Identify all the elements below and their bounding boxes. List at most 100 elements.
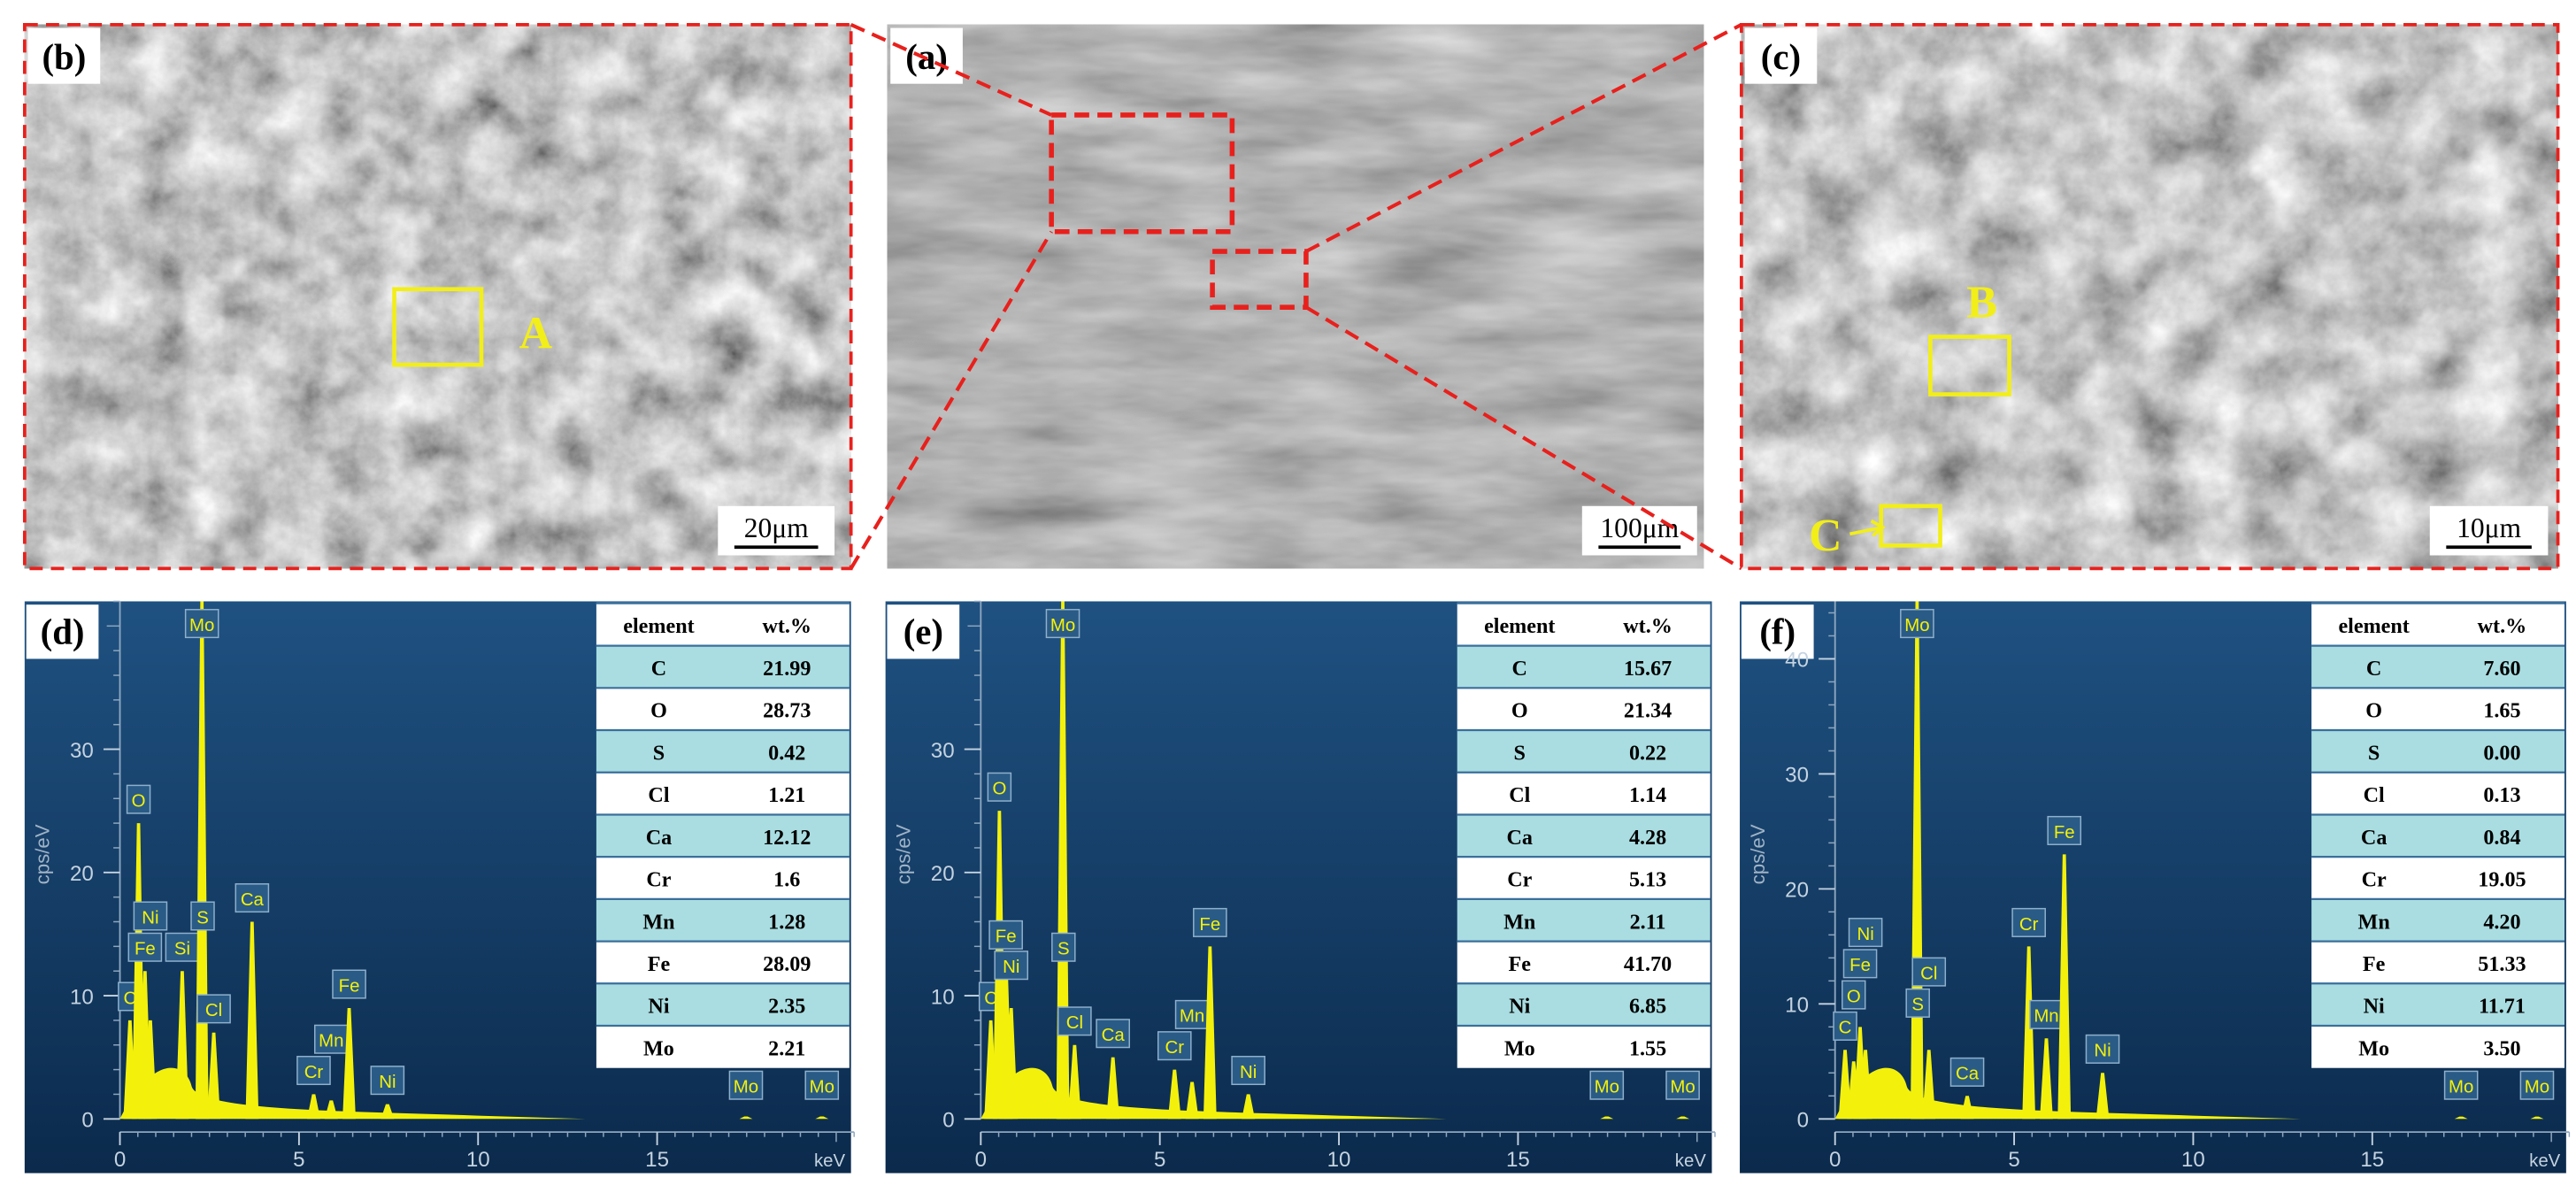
spectrum-peak: [2057, 854, 2072, 1120]
table-cell: Cl: [1509, 783, 1530, 807]
table-row-bg: [596, 898, 850, 942]
spectrum-peak: [1067, 1044, 1081, 1120]
table-cell: 1.21: [768, 783, 805, 807]
table-header: wt.%: [2478, 614, 2527, 638]
peak-label-box: [1231, 1055, 1265, 1086]
spectrum-peak: [1203, 946, 1217, 1120]
panel-label-box: [890, 27, 963, 84]
panel-label-box: [26, 604, 99, 659]
table-row-bg: [2311, 857, 2564, 899]
zoom-box: [1049, 112, 1235, 235]
peak-label-box: [988, 920, 1023, 950]
peak-label: Ca: [1956, 1065, 1980, 1084]
y-tick-label: 20: [1785, 879, 1809, 903]
peak-label-box: [2085, 1034, 2120, 1064]
peak-label: C: [984, 989, 997, 1008]
table-cell: 7.60: [2483, 657, 2520, 681]
peak-label: Mo: [734, 1078, 758, 1097]
table-row-bg: [2311, 941, 2564, 984]
table-cell: C: [2366, 657, 2381, 681]
table-row-bg: [1457, 772, 1711, 815]
spectrum-peak: [1004, 1007, 1019, 1120]
table-cell: 28.73: [763, 699, 811, 723]
peak-label-box: [235, 883, 270, 913]
sem-image: [24, 24, 851, 569]
table-row-bg: [2311, 645, 2564, 689]
spectrum-peak: [1600, 1116, 1614, 1120]
spectrum-peak: [1676, 1116, 1690, 1120]
table-cell: Ca: [646, 826, 673, 850]
table-row-bg: [596, 941, 850, 984]
y-axis-label: cps/eV: [1747, 824, 1769, 884]
table-row-bg: [2311, 898, 2564, 942]
panel-label: (e): [904, 612, 943, 652]
spectrum-peak: [307, 1094, 320, 1120]
table-cell: 2.11: [1630, 910, 1666, 934]
table-cell: Fe: [1509, 952, 1532, 976]
x-axis-label: keV: [2529, 1151, 2561, 1171]
region-arrow: [1849, 519, 1886, 537]
table-cell: Mn: [1503, 910, 1536, 934]
y-tick-label: 20: [70, 862, 94, 886]
table-cell: 11.71: [2479, 995, 2526, 1019]
spectrum-peak: [175, 971, 189, 1120]
table-cell: 2.21: [768, 1036, 805, 1060]
table-cell: Ni: [648, 995, 669, 1019]
spectrum-peak: [1911, 1027, 1925, 1120]
spectrum-peak: [1057, 971, 1071, 1120]
peak-label: Cr: [2019, 915, 2039, 935]
spectrum-peak: [2530, 1116, 2544, 1120]
peak-label: Cl: [1066, 1013, 1083, 1033]
x-tick-label: 5: [293, 1148, 304, 1172]
peak-label-box: [1193, 907, 1227, 937]
spectrum-peak: [815, 1116, 829, 1120]
y-tick-label: 10: [70, 985, 94, 1009]
peak-label-box: [1911, 957, 1947, 987]
x-tick-label: 0: [1829, 1148, 1841, 1172]
table-cell: 1.14: [1629, 783, 1666, 807]
table-cell: Ca: [1507, 826, 1534, 850]
spectrum-peak: [342, 1007, 356, 1120]
table-row-bg: [2311, 814, 2564, 858]
peak-label: S: [196, 908, 209, 927]
peak-label-box: [994, 951, 1029, 981]
table-cell: 41.70: [1624, 952, 1672, 976]
peak-label: C: [1839, 1019, 1852, 1038]
table-cell: 2.35: [768, 995, 805, 1019]
table-header: element: [2338, 614, 2409, 638]
peak-label-box: [1949, 1057, 1985, 1087]
spectrum-peak: [207, 1032, 220, 1120]
table-cell: O: [1511, 699, 1528, 723]
y-tick-label: 0: [1797, 1109, 1809, 1133]
peak-label: Ni: [1003, 958, 1019, 977]
y-tick-label: 30: [931, 739, 955, 763]
peak-label-box: [804, 1070, 840, 1100]
peak-label-box: [1848, 918, 1883, 948]
peak-label: Ca: [1102, 1026, 1126, 1045]
image-border: [22, 22, 853, 571]
spectrum-peak: [1106, 1057, 1120, 1120]
peak-label: C: [123, 989, 136, 1008]
table-cell: 0.22: [1629, 741, 1666, 765]
peak-label: Ni: [379, 1073, 396, 1092]
y-axis-label: cps/eV: [32, 824, 54, 884]
y-tick-label: 30: [70, 739, 94, 763]
table-cell: 0.42: [768, 741, 805, 765]
peak-label: Cr: [304, 1063, 324, 1082]
spectrum-peak: [1242, 1094, 1256, 1120]
spectrum-peak: [1056, 601, 1070, 1120]
x-axis-label: keV: [814, 1151, 846, 1171]
zoom-connector: [1304, 23, 1742, 253]
peak-label-box: [1905, 988, 1930, 1018]
peak-label: Mn: [319, 1032, 343, 1051]
table-header: element: [623, 614, 694, 638]
table-header: wt.%: [762, 614, 811, 638]
peak-label-box: [296, 1055, 331, 1086]
table-row-bg: [1457, 814, 1711, 858]
table-row-bg: [1457, 730, 1711, 773]
peak-label: Mo: [2449, 1078, 2473, 1097]
table-cell: 4.20: [2483, 910, 2520, 934]
panel-label: (c): [1761, 37, 1801, 77]
peak-label: Fe: [996, 927, 1017, 947]
